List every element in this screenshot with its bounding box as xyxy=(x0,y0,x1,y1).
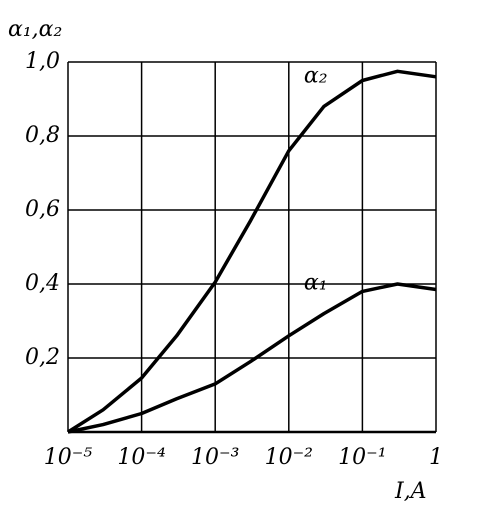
y-axis-label: α₁,α₂ xyxy=(8,17,62,42)
x-tick-label: 10⁻² xyxy=(265,445,313,470)
x-tick-label: 1 xyxy=(429,445,443,470)
x-tick-label: 10⁻¹ xyxy=(338,445,386,470)
x-tick-label: 10⁻³ xyxy=(191,445,239,470)
x-tick-label: 10⁻⁴ xyxy=(117,445,165,470)
series-label: α₂ xyxy=(304,63,328,88)
x-tick-label: 10⁻⁵ xyxy=(44,445,93,470)
y-tick-label: 0,2 xyxy=(25,345,60,370)
series-line xyxy=(67,282,437,434)
x-axis-label: I,A xyxy=(394,479,427,504)
y-tick-label: 1,0 xyxy=(25,49,60,74)
y-tick-label: 0,4 xyxy=(25,271,60,296)
y-tick-label: 0,8 xyxy=(25,123,60,148)
y-tick-label: 0,6 xyxy=(25,197,60,222)
series-label: α₁ xyxy=(304,271,328,296)
series-line xyxy=(67,69,437,434)
